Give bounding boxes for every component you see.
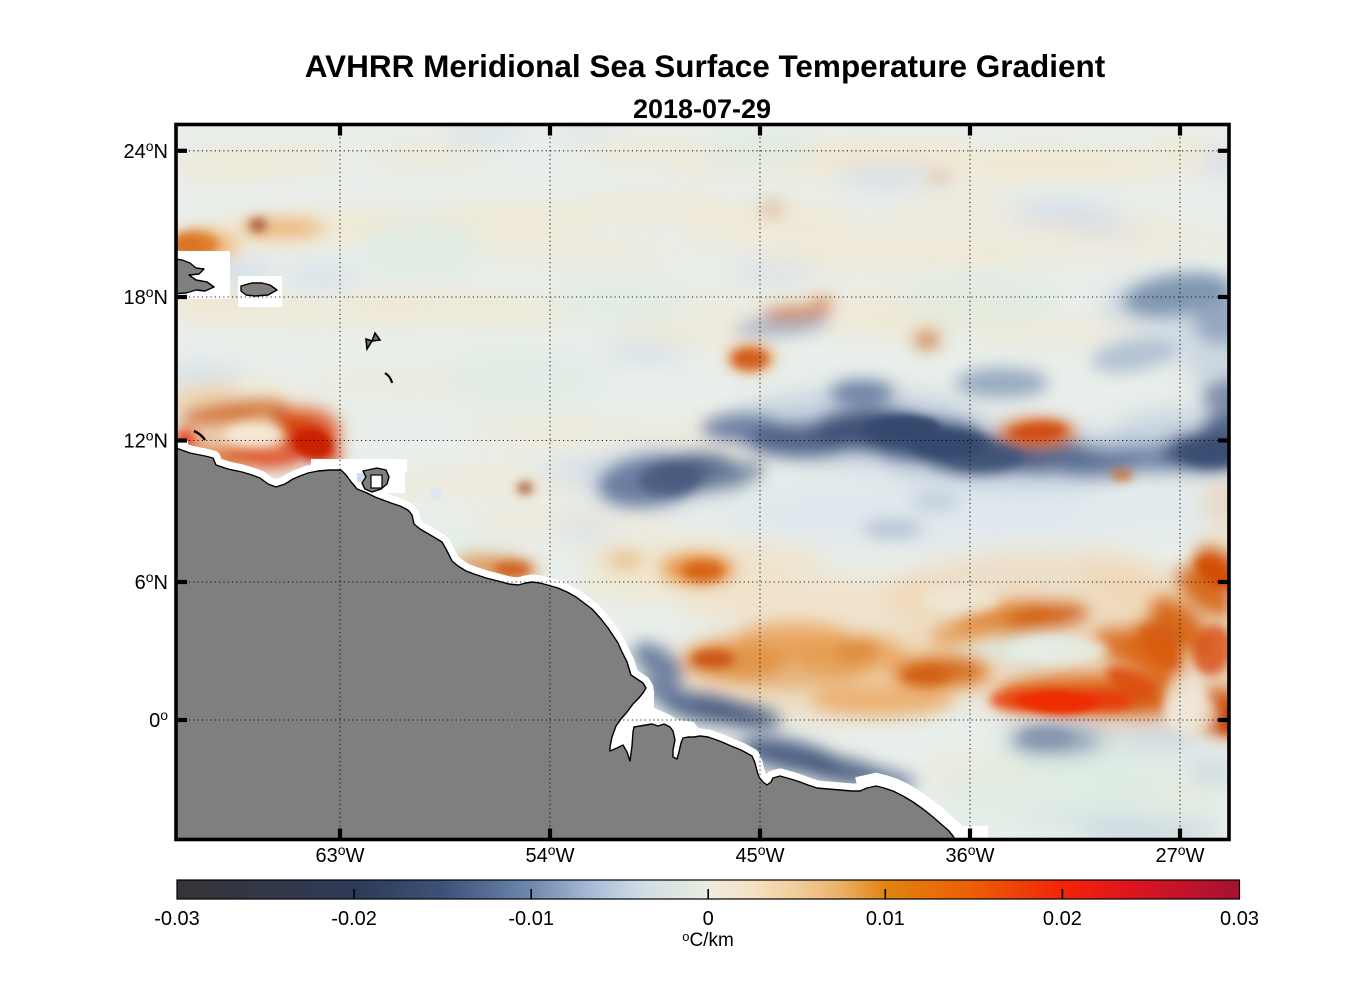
svg-text:0: 0 — [703, 908, 714, 930]
svg-text:27oW: 27oW — [1156, 842, 1205, 867]
svg-text:oC/km: oC/km — [682, 929, 734, 951]
svg-text:-0.01: -0.01 — [508, 908, 554, 930]
svg-text:-0.03: -0.03 — [154, 908, 200, 930]
svg-text:63oW: 63oW — [316, 842, 365, 867]
svg-text:24oN: 24oN — [124, 138, 169, 163]
svg-text:0.01: 0.01 — [866, 908, 905, 930]
svg-text:-0.02: -0.02 — [331, 908, 377, 930]
svg-text:18oN: 18oN — [124, 284, 169, 309]
svg-text:2018-07-29: 2018-07-29 — [633, 94, 771, 124]
svg-text:AVHRR Meridional Sea Surface T: AVHRR Meridional Sea Surface Temperature… — [305, 48, 1106, 84]
svg-text:36oW: 36oW — [946, 842, 995, 867]
svg-text:0.02: 0.02 — [1043, 908, 1082, 930]
svg-text:54oW: 54oW — [526, 842, 575, 867]
svg-text:0.03: 0.03 — [1220, 908, 1259, 930]
